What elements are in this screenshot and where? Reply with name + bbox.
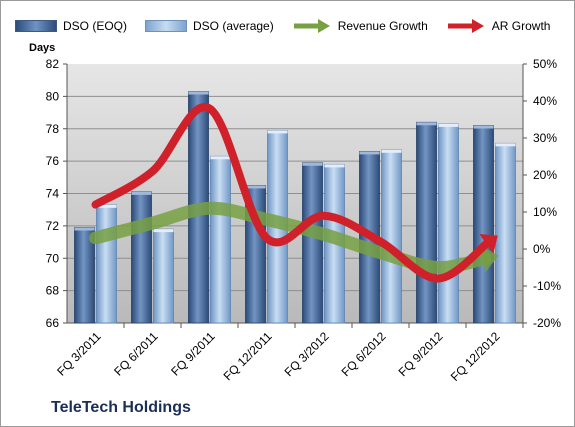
legend-arrow-head xyxy=(317,19,330,33)
y2-tick-label: -20% xyxy=(533,316,561,330)
bar-dso-average xyxy=(210,155,231,324)
bar-top-cap xyxy=(381,149,402,153)
y2-tick-label: 40% xyxy=(533,94,557,108)
bar-top-cap xyxy=(416,122,437,126)
y-tick-label: 74 xyxy=(46,187,60,201)
bar-dso-average xyxy=(153,228,174,324)
y2-tick-label: 50% xyxy=(533,57,557,71)
bar-dso-eoq xyxy=(416,121,437,324)
company-name: TeleTech Holdings xyxy=(51,399,191,416)
bar-top-cap xyxy=(473,125,494,129)
bar-dso-eoq xyxy=(131,191,152,324)
y-axis-title: Days xyxy=(29,42,56,54)
x-tick-label: FQ 3/2012 xyxy=(282,329,332,379)
revenue-growth-line xyxy=(89,201,492,275)
y-tick-label: 70 xyxy=(46,251,60,265)
x-tick-label: FQ 6/2011 xyxy=(111,329,161,379)
bar-top-cap xyxy=(210,156,231,160)
y2-tick-label: -10% xyxy=(533,279,561,293)
legend-arrow-icon xyxy=(447,19,484,33)
x-tick-label: FQ 9/2011 xyxy=(168,329,218,379)
legend-item-revenue-growth: Revenue Growth xyxy=(292,19,428,33)
bar-top-cap xyxy=(131,191,152,195)
x-tick-label: FQ 3/2011 xyxy=(54,329,104,379)
legend-item-dso-eoq: DSO (EOQ) xyxy=(15,19,127,33)
legend-arrow-head xyxy=(471,19,484,33)
y-tick-label: 68 xyxy=(46,284,60,298)
y-tick-label: 78 xyxy=(46,122,60,136)
x-tick-label: FQ 9/2012 xyxy=(396,329,446,379)
y2-tick-label: 0% xyxy=(533,242,551,256)
bar-top-cap xyxy=(153,229,174,233)
ar-growth-arrowhead xyxy=(479,233,498,254)
bar-top-cap xyxy=(495,143,516,147)
bar-top-cap xyxy=(359,151,380,155)
legend-item-dso-avg: DSO (average) xyxy=(145,19,274,33)
ar-growth-line xyxy=(91,103,492,283)
bar-dso-average xyxy=(381,149,402,324)
legend-swatch xyxy=(15,20,57,32)
bar-dso-average xyxy=(438,123,459,324)
x-tick-label: FQ 12/2012 xyxy=(448,329,503,384)
y-tick-label: 72 xyxy=(46,219,60,233)
legend-label: DSO (average) xyxy=(193,19,274,33)
legend-item-ar-growth: AR Growth xyxy=(446,19,551,33)
y2-tick-label: 10% xyxy=(533,205,557,219)
bar-top-cap xyxy=(245,185,266,189)
bar-top-cap xyxy=(324,164,345,168)
y2-tick-label: 20% xyxy=(533,168,557,182)
bar-top-cap xyxy=(267,130,288,134)
y2-tick-label: 30% xyxy=(533,131,557,145)
bar-dso-average xyxy=(495,142,516,324)
bar-dso-average xyxy=(96,204,117,324)
legend: DSO (EOQ) DSO (average) Revenue Growth AR G… xyxy=(15,15,568,37)
x-tick-label: FQ 6/2012 xyxy=(339,329,389,379)
revenue-growth-arrowhead xyxy=(480,244,499,273)
bar-top-cap xyxy=(74,227,95,231)
y-tick-label: 80 xyxy=(46,89,60,103)
y-tick-label: 76 xyxy=(46,154,60,168)
legend-label: DSO (EOQ) xyxy=(63,19,128,33)
bar-top-cap xyxy=(188,91,209,95)
bar-dso-eoq xyxy=(302,162,323,324)
y-tick-label: 66 xyxy=(46,316,60,330)
y-tick-label: 82 xyxy=(46,57,60,71)
legend-label: Revenue Growth xyxy=(337,19,428,33)
bar-top-cap xyxy=(302,162,323,166)
legend-swatch xyxy=(145,20,188,32)
bar-dso-eoq xyxy=(473,125,494,324)
legend-arrow-icon xyxy=(293,19,330,33)
bar-top-cap xyxy=(96,204,117,208)
bar-top-cap xyxy=(438,123,459,127)
legend-label: AR Growth xyxy=(491,19,551,33)
x-tick-label: FQ 12/2011 xyxy=(221,329,275,383)
